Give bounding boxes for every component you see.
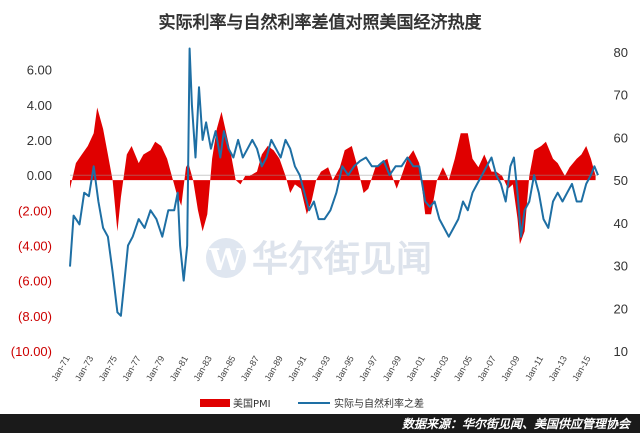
x-tick-label-7: Jan-85 xyxy=(215,354,237,383)
right-tick-label-4: 40 xyxy=(614,216,628,231)
left-tick-label-7: (8.00) xyxy=(18,309,52,324)
footer-bar xyxy=(0,414,640,433)
legend-label-pmi: 美国PMI xyxy=(233,397,271,410)
legend-swatch-pmi xyxy=(200,399,230,407)
left-tick-label-6: (6.00) xyxy=(18,274,52,289)
pmi-series xyxy=(70,107,596,245)
left-tick-label-1: 4.00 xyxy=(27,98,52,113)
x-tick-label-22: Jan-15 xyxy=(570,354,592,383)
left-tick-label-2: 2.00 xyxy=(27,133,52,148)
right-tick-label-7: 10 xyxy=(614,344,628,359)
x-axis: Jan-71 Jan-73 Jan-75 Jan-77 Jan-79 Jan-81 Jan-… xyxy=(49,354,592,383)
x-tick-label-21: Jan-13 xyxy=(547,354,569,383)
spread-series xyxy=(69,47,599,317)
footer-source: 数据来源：华尔街见闻、美国供应管理协会 xyxy=(402,417,632,431)
x-tick-label-18: Jan-07 xyxy=(476,354,498,383)
x-tick-label-3: Jan-77 xyxy=(120,354,142,383)
left-tick-label-8: (10.00) xyxy=(11,344,52,359)
right-tick-label-5: 30 xyxy=(614,259,628,274)
legend-label-spread: 实际与自然利率之差 xyxy=(334,397,424,410)
watermark: W 华尔街见闻 xyxy=(206,238,432,280)
x-tick-label-4: Jan-79 xyxy=(144,354,166,383)
left-axis: 6.00 4.00 2.00 0.00 (2.00) (4.00) (6.00) (8.00)… xyxy=(11,63,52,359)
x-tick-label-17: Jan-05 xyxy=(452,354,474,383)
x-tick-label-16: Jan-03 xyxy=(428,354,450,383)
right-tick-label-0: 80 xyxy=(614,45,628,60)
x-tick-label-10: Jan-91 xyxy=(286,354,308,383)
watermark-logo-icon xyxy=(206,238,246,278)
x-tick-label-5: Jan-81 xyxy=(168,354,190,383)
x-tick-label-6: Jan-83 xyxy=(191,354,213,383)
x-tick-label-20: Jan-11 xyxy=(523,354,545,382)
left-tick-label-0: 6.00 xyxy=(27,63,52,78)
left-tick-label-3: 0.00 xyxy=(27,168,52,183)
x-tick-label-19: Jan-09 xyxy=(499,354,521,383)
right-axis: 80 70 60 50 40 30 20 10 xyxy=(614,45,628,359)
x-tick-label-1: Jan-73 xyxy=(73,354,95,383)
x-tick-label-2: Jan-75 xyxy=(97,354,119,383)
spread-line xyxy=(69,47,599,317)
x-tick-label-12: Jan-95 xyxy=(333,354,355,383)
x-tick-label-0: Jan-71 xyxy=(49,354,71,383)
pmi-area xyxy=(70,107,596,245)
chart-title: 实际利率与自然利率差值对照美国经济热度 xyxy=(159,12,483,33)
x-tick-label-11: Jan-93 xyxy=(310,354,332,383)
watermark-logo-letter: W xyxy=(208,243,244,278)
x-tick-label-14: Jan-99 xyxy=(381,354,403,383)
x-tick-label-15: Jan-01 xyxy=(404,354,426,383)
x-tick-label-9: Jan-89 xyxy=(262,354,284,383)
left-tick-label-4: (2.00) xyxy=(18,203,52,218)
footer: 数据来源：华尔街见闻、美国供应管理协会 xyxy=(0,414,640,433)
right-tick-label-3: 50 xyxy=(614,173,628,188)
left-tick-label-5: (4.00) xyxy=(18,238,52,253)
x-tick-label-8: Jan-87 xyxy=(239,354,261,383)
right-tick-label-1: 70 xyxy=(614,88,628,103)
x-tick-label-13: Jan-97 xyxy=(357,354,379,383)
right-tick-label-2: 60 xyxy=(614,130,628,145)
right-tick-label-6: 20 xyxy=(614,301,628,316)
watermark-text: 华尔街见闻 xyxy=(252,239,432,280)
legend: 美国PMI 实际与自然利率之差 xyxy=(200,397,424,410)
